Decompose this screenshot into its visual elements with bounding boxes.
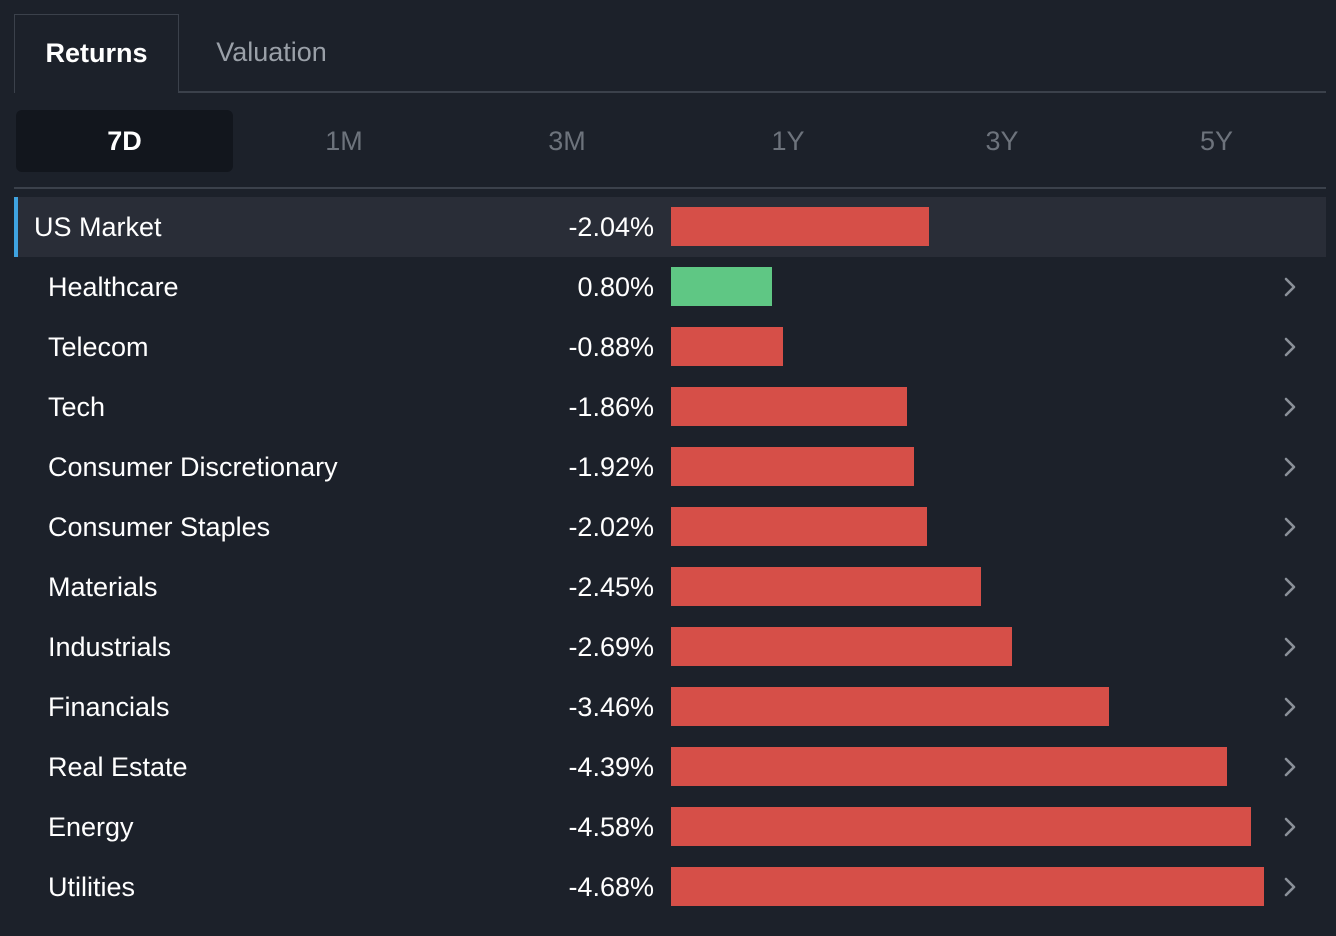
- sector-row-healthcare[interactable]: Healthcare 0.80%: [14, 257, 1326, 317]
- sector-name: Telecom: [48, 332, 149, 362]
- period-1m[interactable]: 1M: [325, 126, 363, 156]
- sector-name: Healthcare: [48, 272, 179, 302]
- return-value-label: 0.80%: [577, 272, 654, 302]
- sector-row-tech[interactable]: Tech -1.86%: [14, 377, 1326, 437]
- period-5y[interactable]: 5Y: [1199, 126, 1234, 156]
- return-bar: [671, 267, 772, 306]
- selected-row-indicator: [14, 197, 18, 257]
- sector-row-energy[interactable]: Energy -4.58%: [14, 797, 1326, 857]
- return-value-label: -2.04%: [568, 212, 654, 242]
- view-tabs: Returns Valuation: [14, 14, 1326, 93]
- period-3y[interactable]: 3Y: [985, 126, 1019, 156]
- sector-row-materials[interactable]: Materials -2.45%: [14, 557, 1326, 617]
- divider: [14, 187, 1326, 189]
- chevron-right-icon[interactable]: [1278, 755, 1302, 779]
- sector-row-telecom[interactable]: Telecom -0.88%: [14, 317, 1326, 377]
- chevron-right-icon[interactable]: [1278, 635, 1302, 659]
- sector-name: Real Estate: [48, 752, 188, 782]
- chevron-right-icon[interactable]: [1278, 335, 1302, 359]
- chevron-right-icon[interactable]: [1278, 815, 1302, 839]
- sector-row-utilities[interactable]: Utilities -4.68%: [14, 857, 1326, 917]
- sector-returns-chart: US Market -2.04% Healthcare 0.80% Telecom -0.…: [14, 197, 1326, 917]
- sector-name: Consumer Staples: [48, 512, 271, 542]
- chevron-right-icon[interactable]: [1278, 875, 1302, 899]
- return-bar: [671, 387, 907, 426]
- sector-name: US Market: [34, 212, 162, 242]
- sector-row-us-market[interactable]: US Market -2.04%: [14, 197, 1326, 257]
- return-value-label: -3.46%: [568, 692, 654, 722]
- sector-row-financials[interactable]: Financials -3.46%: [14, 677, 1326, 737]
- sector-row-consumer-discretionary[interactable]: Consumer Discretionary -1.92%: [14, 437, 1326, 497]
- return-value-label: -0.88%: [568, 332, 654, 362]
- sector-name: Utilities: [48, 872, 136, 902]
- sector-row-real-estate[interactable]: Real Estate -4.39%: [14, 737, 1326, 797]
- return-value-label: -2.02%: [568, 512, 654, 542]
- return-bar: [671, 867, 1264, 906]
- period-7d[interactable]: 7D: [16, 110, 233, 172]
- return-bar: [671, 207, 929, 246]
- return-bar: [671, 327, 783, 366]
- return-value-label: -2.69%: [568, 632, 654, 662]
- sector-name: Energy: [48, 812, 134, 842]
- return-bar: [671, 747, 1227, 786]
- chevron-right-icon[interactable]: [1278, 395, 1302, 419]
- period-1y[interactable]: 1Y: [771, 126, 805, 156]
- sector-name: Industrials: [48, 632, 172, 662]
- chevron-right-icon[interactable]: [1278, 515, 1302, 539]
- return-bar: [671, 627, 1012, 666]
- chevron-right-icon[interactable]: [1278, 455, 1302, 479]
- return-value-label: -2.45%: [568, 572, 654, 602]
- return-value-label: -4.68%: [568, 872, 654, 902]
- sector-row-industrials[interactable]: Industrials -2.69%: [14, 617, 1326, 677]
- return-value-label: -1.86%: [568, 392, 654, 422]
- sector-name: Consumer Discretionary: [48, 452, 338, 482]
- return-bar: [671, 687, 1109, 726]
- return-bar: [671, 447, 914, 486]
- chevron-right-icon[interactable]: [1278, 695, 1302, 719]
- return-value-label: -4.39%: [568, 752, 654, 782]
- period-3m[interactable]: 3M: [548, 126, 586, 156]
- sector-name: Financials: [48, 692, 170, 722]
- sector-name: Materials: [48, 572, 158, 602]
- sector-name: Tech: [48, 392, 106, 422]
- period-selector: 7D 1M 3M 1Y 3Y 5Y: [16, 110, 1326, 172]
- chevron-right-icon[interactable]: [1278, 275, 1302, 299]
- return-bar: [671, 807, 1251, 846]
- tab-valuation[interactable]: Valuation: [216, 37, 327, 67]
- return-bar: [671, 507, 927, 546]
- chevron-right-icon[interactable]: [1278, 575, 1302, 599]
- tab-returns[interactable]: Returns: [14, 14, 179, 93]
- return-bar: [671, 567, 981, 606]
- sector-row-consumer-staples[interactable]: Consumer Staples -2.02%: [14, 497, 1326, 557]
- return-value-label: -1.92%: [568, 452, 654, 482]
- return-value-label: -4.58%: [568, 812, 654, 842]
